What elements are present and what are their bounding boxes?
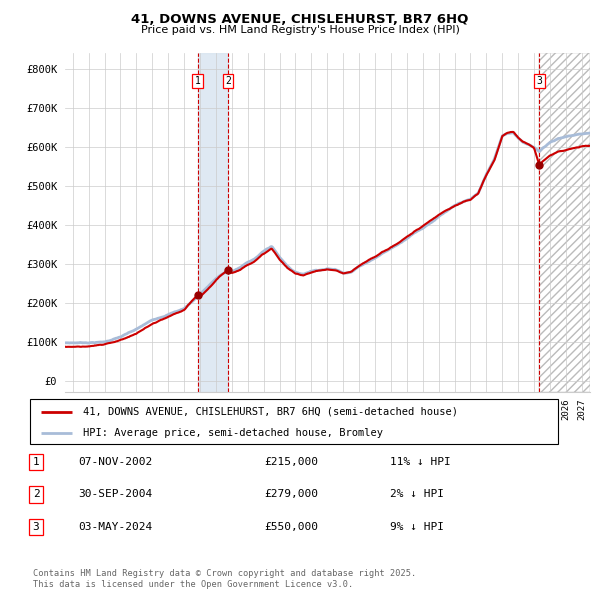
Text: £279,000: £279,000 (264, 490, 318, 499)
Text: 3: 3 (32, 522, 40, 532)
Text: 41, DOWNS AVENUE, CHISLEHURST, BR7 6HQ: 41, DOWNS AVENUE, CHISLEHURST, BR7 6HQ (131, 13, 469, 26)
Text: 2: 2 (32, 490, 40, 499)
Bar (197, 53, 228, 392)
Bar (539, 53, 590, 392)
Text: HPI: Average price, semi-detached house, Bromley: HPI: Average price, semi-detached house,… (83, 428, 383, 438)
Text: 1: 1 (32, 457, 40, 467)
Text: 1: 1 (195, 76, 200, 86)
Text: 11% ↓ HPI: 11% ↓ HPI (390, 457, 451, 467)
Text: 2: 2 (225, 76, 231, 86)
Text: 41, DOWNS AVENUE, CHISLEHURST, BR7 6HQ (semi-detached house): 41, DOWNS AVENUE, CHISLEHURST, BR7 6HQ (… (83, 407, 458, 417)
Text: 07-NOV-2002: 07-NOV-2002 (78, 457, 152, 467)
Text: 3: 3 (536, 76, 542, 86)
Text: Price paid vs. HM Land Registry's House Price Index (HPI): Price paid vs. HM Land Registry's House … (140, 25, 460, 35)
Text: 2% ↓ HPI: 2% ↓ HPI (390, 490, 444, 499)
Text: 9% ↓ HPI: 9% ↓ HPI (390, 522, 444, 532)
Text: 30-SEP-2004: 30-SEP-2004 (78, 490, 152, 499)
FancyBboxPatch shape (30, 399, 558, 444)
Text: Contains HM Land Registry data © Crown copyright and database right 2025.
This d: Contains HM Land Registry data © Crown c… (33, 569, 416, 589)
Text: £550,000: £550,000 (264, 522, 318, 532)
Text: £215,000: £215,000 (264, 457, 318, 467)
Text: 03-MAY-2024: 03-MAY-2024 (78, 522, 152, 532)
